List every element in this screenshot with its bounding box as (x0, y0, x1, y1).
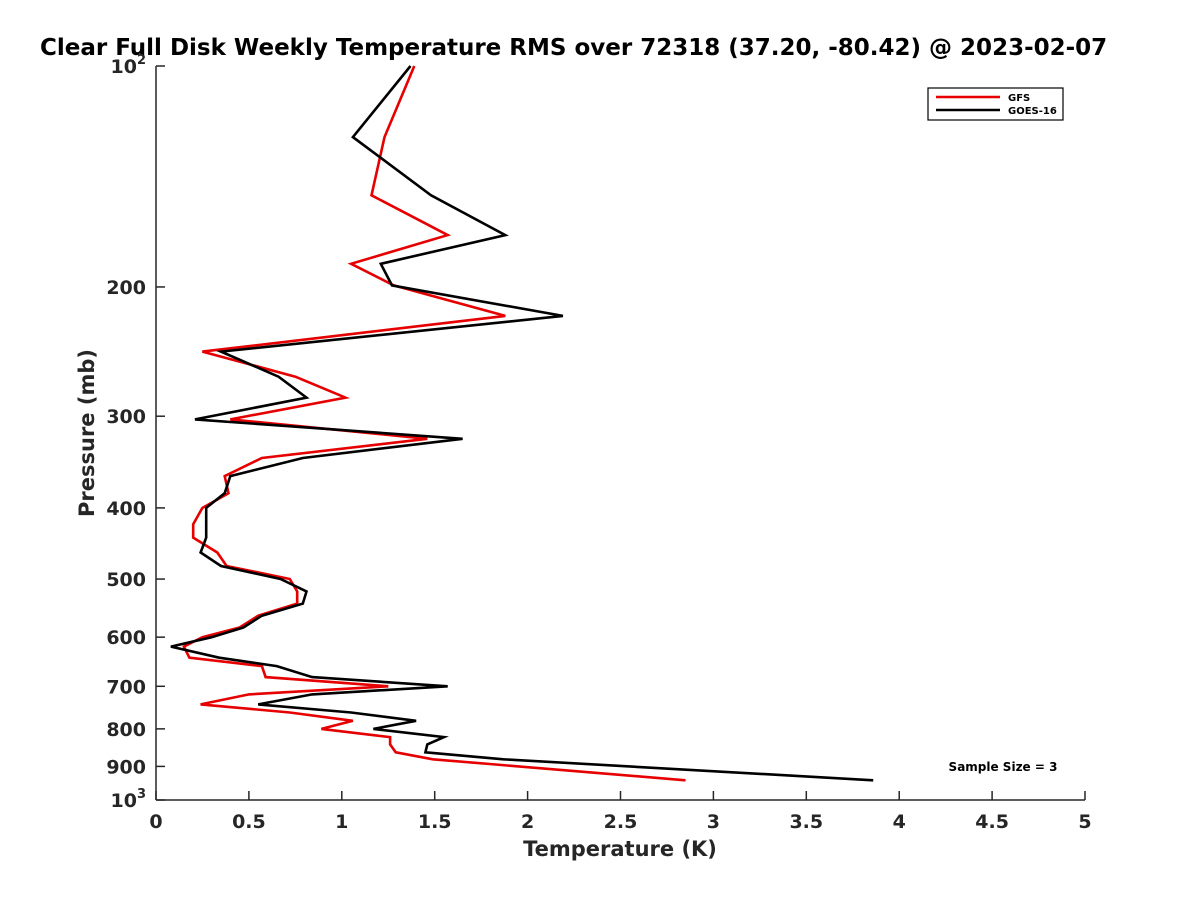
y-tick-label: 103 (111, 787, 147, 812)
y-tick-label: 600 (106, 627, 146, 649)
x-tick-label: 2.5 (604, 811, 638, 833)
x-tick-label: 3 (707, 811, 720, 833)
y-axis-label: Pressure (mb) (75, 349, 99, 517)
x-tick-label: 4.5 (975, 811, 1009, 833)
y-tick-label: 500 (106, 569, 146, 591)
sample-size-note: Sample Size = 3 (949, 760, 1058, 774)
legend-label: GFS (1008, 93, 1030, 104)
y-tick-label: 900 (106, 756, 146, 778)
y-tick-label: 700 (106, 676, 146, 698)
x-tick-label: 2 (521, 811, 534, 833)
axes: 0 0.5 1 1.5 2 2.5 3 3.5 4 4.5 5 102 200 300 400 500 600 7… (106, 53, 1091, 833)
y-tick-label: 200 (106, 277, 146, 299)
x-tick-label: 0 (149, 811, 162, 833)
y-tick-label: 800 (106, 719, 146, 741)
legend-label: GOES-16 (1008, 106, 1057, 117)
chart-title: Clear Full Disk Weekly Temperature RMS o… (40, 35, 1107, 61)
plot-area (170, 65, 874, 782)
y-tick-label: 300 (106, 406, 146, 428)
x-tick-label: 1.5 (418, 811, 452, 833)
x-tick-label: 5 (1078, 811, 1091, 833)
x-tick-label: 3.5 (789, 811, 823, 833)
x-axis-label: Temperature (K) (523, 837, 717, 861)
legend: GFS GOES-16 (927, 87, 1064, 121)
series-line-gfs (182, 65, 686, 782)
x-tick-label: 0.5 (232, 811, 266, 833)
legend-box (927, 87, 1064, 121)
y-tick-label: 102 (111, 53, 147, 78)
x-tick-label: 4 (893, 811, 906, 833)
x-tick-label: 1 (335, 811, 348, 833)
y-tick-label: 400 (106, 498, 146, 520)
series-line-goes-16 (170, 65, 874, 782)
